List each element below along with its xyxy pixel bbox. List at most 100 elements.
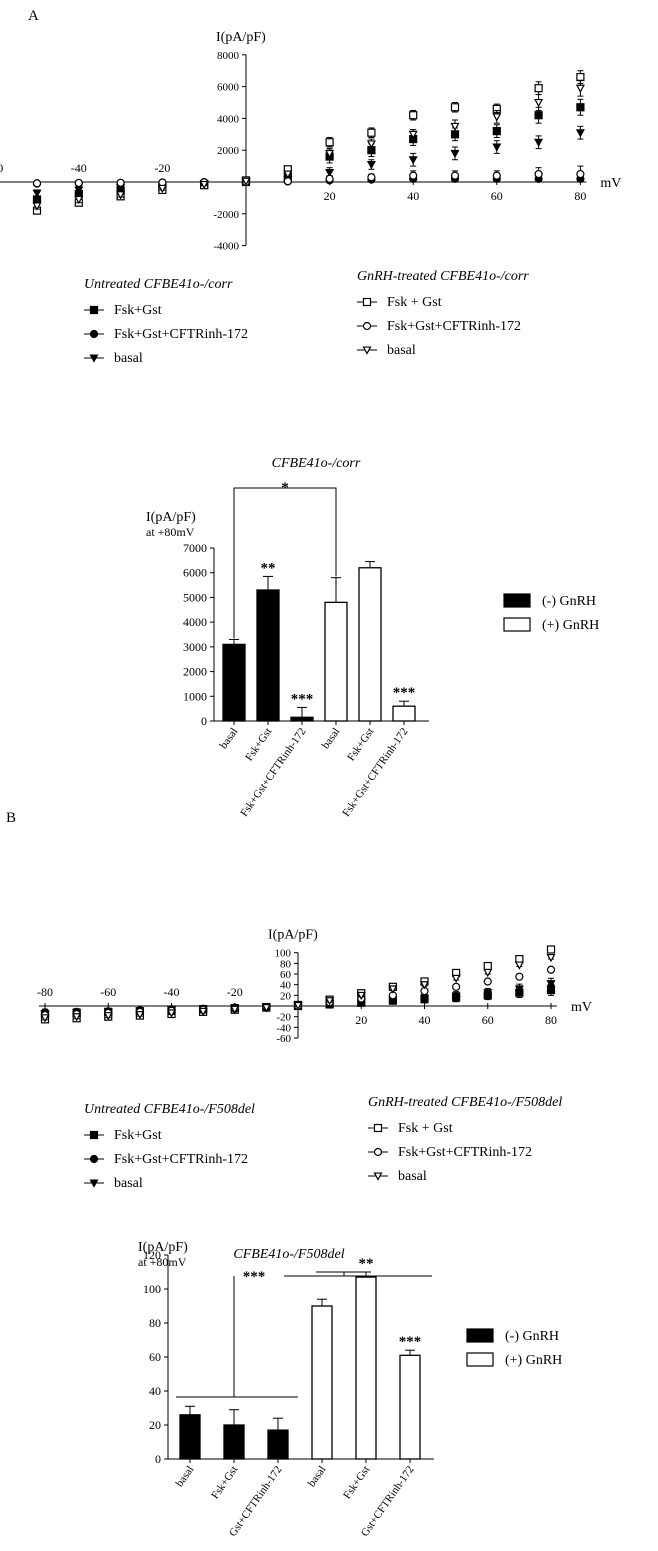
legend-marker: [89, 1179, 99, 1188]
data-point: [230, 1005, 240, 1014]
y-tick-label: 2000: [217, 145, 240, 157]
data-point: [492, 171, 501, 180]
data-point: [534, 98, 544, 108]
x-tick-label: 60: [491, 189, 503, 203]
data-point: [241, 177, 251, 186]
y-axis-title: I(pA/pF): [216, 30, 266, 45]
y-tick-label: 5000: [183, 590, 207, 604]
x-tick-label: -20: [154, 161, 170, 175]
y-tick-label: 60: [280, 969, 292, 981]
data-point: [575, 129, 585, 138]
bar: [179, 1414, 201, 1460]
y-tick-label: 80: [149, 1316, 161, 1330]
legend-title: Untreated CFBE41o-/F508del: [84, 1102, 255, 1117]
y-tick-label: 4000: [217, 113, 240, 125]
y-tick-label: 20: [280, 990, 292, 1002]
legend-swatch: [466, 1352, 494, 1367]
bar: [256, 589, 280, 722]
x-tick-label: Fsk+Gst+CFTRinh-172: [238, 726, 308, 819]
y-tick-label: 80: [280, 958, 292, 970]
x-tick-label: 80: [545, 1013, 557, 1027]
data-point: [103, 1012, 113, 1021]
legend-title: GnRH-treated CFBE41o-/corr: [357, 269, 529, 284]
significance-label: ***: [291, 691, 314, 707]
x-tick-label: -60: [100, 985, 116, 999]
legend-label: Fsk+Gst+CFTRinh-172: [114, 1152, 248, 1167]
data-point: [534, 138, 544, 148]
data-point: [157, 184, 167, 194]
significance-label: *: [281, 480, 289, 496]
legend-label: Fsk + Gst: [387, 295, 442, 310]
data-point: [261, 1004, 271, 1013]
y-tick-label: 8000: [217, 50, 240, 62]
data-point: [451, 974, 461, 984]
data-point: [366, 140, 376, 149]
legend-label: basal: [387, 343, 416, 358]
bar: [392, 705, 416, 722]
data-point: [492, 127, 501, 136]
x-tick-label: Fsk+Gst: [345, 726, 376, 764]
x-tick-label: Fsk+Gst: [209, 1464, 240, 1502]
legend-label: Fsk+Gst+CFTRinh-172: [398, 1145, 532, 1160]
data-point: [116, 178, 125, 187]
y-tick-label: 40: [280, 980, 292, 992]
data-point: [409, 111, 418, 120]
data-point: [325, 149, 335, 159]
data-point: [166, 1009, 177, 1018]
legend-label: basal: [398, 1169, 427, 1184]
data-point: [546, 953, 556, 963]
x-tick-label: basal: [320, 726, 343, 751]
legend-label: basal: [114, 1176, 143, 1191]
y-axis-title: at +80mV: [138, 1255, 187, 1269]
legend-label: Fsk+Gst+CFTRinh-172: [114, 327, 248, 342]
data-point: [116, 191, 126, 200]
legend-swatch: [503, 617, 531, 632]
bar: [290, 716, 314, 722]
y-axis-title: I(pA/pF): [138, 1240, 188, 1255]
y-tick-label: 7000: [183, 541, 207, 555]
data-point: [388, 985, 398, 994]
x-tick-label: basal: [174, 1464, 197, 1489]
iv-chart-corr: -80-60-40-2020406080-4000-20002000400060…: [0, 30, 621, 366]
y-tick-label: 100: [275, 948, 292, 960]
legend-marker: [89, 1154, 99, 1164]
panel-label-a: A: [28, 8, 39, 24]
y-tick-label: 6000: [183, 566, 207, 580]
data-point: [534, 84, 543, 93]
data-point: [74, 178, 83, 188]
legend-title: GnRH-treated CFBE41o-/F508del: [368, 1095, 562, 1110]
x-tick-label: -80: [37, 985, 53, 999]
data-point: [74, 195, 84, 205]
y-tick-label: -2000: [213, 209, 239, 221]
y-tick-label: -4000: [213, 241, 239, 253]
bar: [399, 1354, 421, 1460]
data-point: [367, 173, 376, 182]
y-tick-label: 120: [143, 1248, 161, 1262]
y-tick-label: 0: [155, 1452, 161, 1466]
legend-label: (-) GnRH: [505, 1329, 559, 1344]
data-point: [576, 72, 585, 82]
data-point: [534, 169, 543, 179]
series-5: [40, 953, 556, 1023]
data-point: [546, 980, 556, 989]
data-point: [450, 122, 460, 132]
data-point: [32, 189, 42, 198]
y-tick-label: 3000: [183, 640, 207, 654]
legend-label: Fsk+Gst+CFTRinh-172: [387, 319, 521, 334]
data-point: [293, 1001, 303, 1011]
chart-title: CFBE41o-/corr: [272, 456, 361, 471]
data-point: [576, 103, 585, 112]
x-axis-title: mV: [571, 1000, 592, 1015]
data-point: [409, 171, 418, 180]
bar: [355, 1276, 377, 1460]
significance-label: ***: [243, 1269, 266, 1285]
x-tick-label: -40: [164, 985, 180, 999]
y-tick-label: 60: [149, 1350, 161, 1364]
y-tick-label: -40: [276, 1022, 291, 1034]
series-5: [32, 79, 585, 211]
data-point: [450, 149, 460, 159]
significance-label: ***: [393, 685, 416, 701]
data-point: [366, 160, 376, 170]
